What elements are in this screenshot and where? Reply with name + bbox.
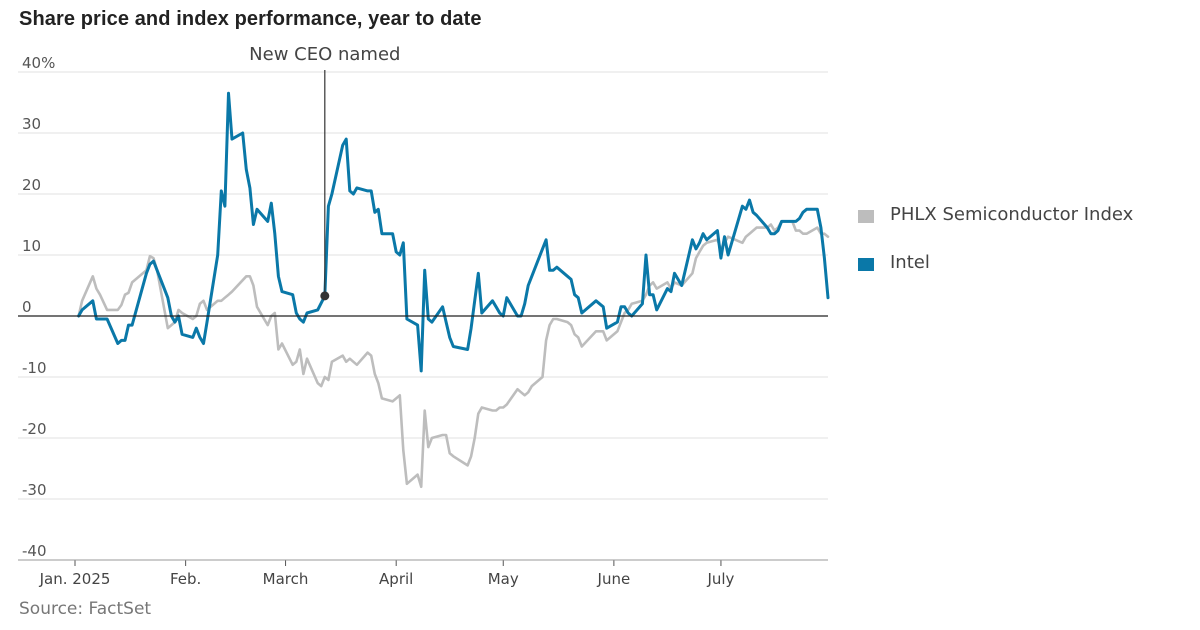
y-axis-ticks: -40 -30 -20 -10 0 10 20 30 40%	[22, 54, 55, 560]
x-axis-ticks: Jan. 2025 Feb. March April May June July	[18, 559, 828, 588]
source-note: Source: FactSet	[19, 599, 152, 619]
legend-item-semiconductor: PHLX Semiconductor Index	[858, 204, 1190, 226]
x-tick-label: June	[597, 570, 631, 588]
legend-label-semiconductor: PHLX Semiconductor Index	[890, 204, 1134, 225]
legend: PHLX Semiconductor Index Intel	[858, 204, 1190, 274]
legend-label-intel: Intel	[890, 252, 930, 273]
x-tick-label: April	[379, 570, 413, 588]
legend-item-intel: Intel	[858, 252, 1190, 274]
x-tick-label: Jan. 2025	[39, 570, 111, 588]
y-tick-label: 40%	[22, 54, 55, 72]
y-tick-label: -10	[22, 359, 47, 377]
annotation-dot	[320, 291, 330, 301]
y-tick-label: -40	[22, 542, 47, 560]
x-tick-label: Feb.	[170, 570, 201, 588]
y-tick-label: -20	[22, 420, 47, 438]
x-tick-label: March	[263, 570, 309, 588]
intel-line	[77, 91, 830, 373]
legend-swatch-intel	[858, 258, 874, 271]
y-tick-label: 20	[22, 176, 41, 194]
y-tick-label: 10	[22, 237, 41, 255]
x-tick-label: May	[488, 570, 519, 588]
semiconductor-index-line	[77, 220, 830, 489]
series-lines	[18, 91, 830, 489]
legend-swatch-semiconductor	[858, 210, 874, 223]
y-tick-label: 30	[22, 115, 41, 133]
annotation: New CEO named	[249, 44, 400, 301]
chart-title: Share price and index performance, year …	[19, 8, 482, 30]
x-tick-label: July	[706, 570, 734, 588]
y-tick-label: -30	[22, 481, 47, 499]
y-tick-label: 0	[22, 298, 32, 316]
annotation-label: New CEO named	[249, 44, 400, 65]
